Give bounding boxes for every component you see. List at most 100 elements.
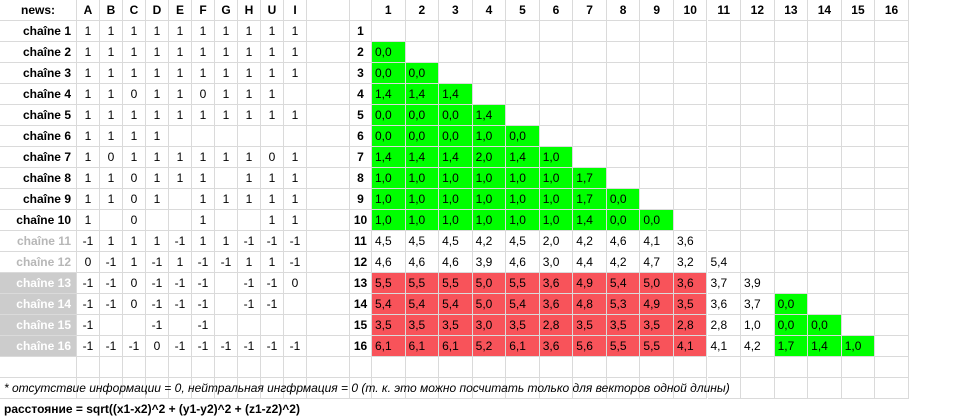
- empty-cell[interactable]: [808, 252, 842, 273]
- empty-cell[interactable]: [741, 252, 775, 273]
- empty-cell[interactable]: [606, 378, 641, 399]
- distance-cell[interactable]: 1,0: [472, 189, 507, 210]
- news-value-cell[interactable]: 1: [123, 126, 146, 147]
- news-value-cell[interactable]: 1: [284, 63, 307, 84]
- empty-cell[interactable]: [606, 168, 641, 189]
- distance-cell[interactable]: 4,1: [673, 336, 708, 357]
- empty-cell[interactable]: [307, 42, 350, 63]
- distance-cell[interactable]: 1,4: [506, 147, 540, 168]
- empty-cell[interactable]: [841, 252, 876, 273]
- empty-cell[interactable]: [215, 378, 238, 399]
- empty-cell[interactable]: [261, 357, 284, 378]
- empty-cell[interactable]: [808, 63, 842, 84]
- empty-cell[interactable]: [673, 378, 708, 399]
- empty-cell[interactable]: [573, 84, 607, 105]
- empty-cell[interactable]: [808, 378, 842, 399]
- news-value-cell[interactable]: -1: [77, 315, 100, 336]
- news-value-cell[interactable]: -1: [77, 231, 100, 252]
- empty-cell[interactable]: [192, 357, 215, 378]
- news-value-cell[interactable]: -1: [284, 336, 307, 357]
- news-value-cell[interactable]: 1: [100, 189, 123, 210]
- empty-cell[interactable]: [774, 147, 809, 168]
- news-value-cell[interactable]: 1: [169, 21, 192, 42]
- news-value-cell[interactable]: 1: [146, 231, 169, 252]
- empty-cell[interactable]: [741, 168, 775, 189]
- empty-cell[interactable]: [439, 63, 473, 84]
- matrix-column-header-7[interactable]: 7: [573, 0, 607, 21]
- empty-cell[interactable]: [774, 252, 809, 273]
- distance-cell[interactable]: 5,4: [707, 252, 742, 273]
- news-value-cell[interactable]: -1: [284, 231, 307, 252]
- distance-cell[interactable]: 4,9: [640, 294, 674, 315]
- empty-cell[interactable]: [875, 63, 909, 84]
- row-label-chaine-2[interactable]: chaîne 2: [0, 42, 77, 63]
- distance-cell[interactable]: 3,5: [640, 315, 674, 336]
- distance-cell[interactable]: 4,6: [405, 252, 440, 273]
- empty-cell[interactable]: [741, 189, 775, 210]
- distance-cell[interactable]: 5,4: [405, 294, 440, 315]
- news-value-cell[interactable]: [261, 126, 284, 147]
- empty-cell[interactable]: [707, 105, 742, 126]
- matrix-row-header-10[interactable]: 10: [350, 210, 372, 231]
- news-value-cell[interactable]: 0: [123, 189, 146, 210]
- matrix-row-header-2[interactable]: 2: [350, 42, 372, 63]
- distance-cell[interactable]: 2,8: [673, 315, 708, 336]
- news-value-cell[interactable]: [215, 273, 238, 294]
- distance-cell[interactable]: 3,7: [741, 294, 775, 315]
- empty-cell[interactable]: [774, 21, 809, 42]
- distance-cell[interactable]: 0,0: [439, 105, 473, 126]
- empty-cell[interactable]: [741, 105, 775, 126]
- news-value-cell[interactable]: [169, 126, 192, 147]
- news-value-cell[interactable]: 0: [284, 273, 307, 294]
- news-value-cell[interactable]: 0: [123, 168, 146, 189]
- empty-cell[interactable]: [307, 252, 350, 273]
- empty-cell[interactable]: [307, 378, 350, 399]
- news-value-cell[interactable]: 1: [192, 231, 215, 252]
- empty-cell[interactable]: [741, 126, 775, 147]
- news-value-cell[interactable]: 1: [261, 42, 284, 63]
- empty-cell[interactable]: [539, 63, 574, 84]
- empty-cell[interactable]: [841, 357, 876, 378]
- distance-cell[interactable]: 1,7: [774, 336, 809, 357]
- news-value-cell[interactable]: 1: [123, 21, 146, 42]
- news-value-cell[interactable]: 1: [123, 147, 146, 168]
- news-value-cell[interactable]: 1: [215, 147, 238, 168]
- distance-cell[interactable]: 1,0: [472, 168, 507, 189]
- distance-cell[interactable]: 4,9: [573, 273, 607, 294]
- distance-cell[interactable]: 0,0: [372, 63, 406, 84]
- news-value-cell[interactable]: 0: [123, 84, 146, 105]
- empty-cell[interactable]: [573, 21, 607, 42]
- news-value-cell[interactable]: 1: [169, 63, 192, 84]
- distance-cell[interactable]: 3,6: [539, 336, 574, 357]
- news-value-cell[interactable]: 1: [261, 189, 284, 210]
- empty-cell[interactable]: [307, 168, 350, 189]
- empty-cell[interactable]: [673, 126, 708, 147]
- news-value-cell[interactable]: -1: [146, 294, 169, 315]
- news-value-cell[interactable]: -1: [169, 231, 192, 252]
- distance-cell[interactable]: 3,9: [741, 273, 775, 294]
- distance-cell[interactable]: 6,1: [405, 336, 440, 357]
- empty-cell[interactable]: [774, 189, 809, 210]
- empty-cell[interactable]: [841, 273, 876, 294]
- empty-cell[interactable]: [808, 273, 842, 294]
- empty-cell[interactable]: [472, 378, 507, 399]
- empty-cell[interactable]: [774, 231, 809, 252]
- distance-cell[interactable]: 0,0: [606, 210, 641, 231]
- distance-cell[interactable]: 2,0: [539, 231, 574, 252]
- empty-cell[interactable]: [573, 378, 607, 399]
- news-value-cell[interactable]: [284, 315, 307, 336]
- matrix-column-header-14[interactable]: 14: [808, 0, 842, 21]
- distance-cell[interactable]: 3,5: [372, 315, 406, 336]
- distance-cell[interactable]: 0,0: [372, 42, 406, 63]
- news-value-cell[interactable]: -1: [261, 273, 284, 294]
- distance-cell[interactable]: 1,0: [472, 126, 507, 147]
- empty-cell[interactable]: [307, 84, 350, 105]
- matrix-row-header-9[interactable]: 9: [350, 189, 372, 210]
- empty-cell[interactable]: [439, 42, 473, 63]
- empty-cell[interactable]: [573, 147, 607, 168]
- matrix-row-header-8[interactable]: 8: [350, 168, 372, 189]
- distance-cell[interactable]: 0,0: [808, 315, 842, 336]
- news-value-cell[interactable]: 1: [192, 21, 215, 42]
- news-value-cell[interactable]: [215, 294, 238, 315]
- distance-cell[interactable]: 1,0: [372, 168, 406, 189]
